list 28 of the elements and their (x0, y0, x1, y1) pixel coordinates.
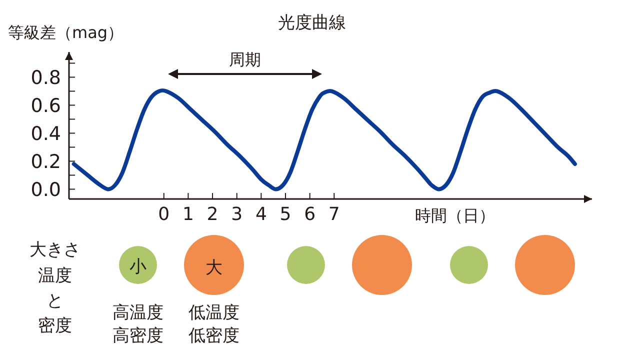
text: 低温度 (188, 303, 240, 323)
y-tick-label: 0.2 (30, 151, 61, 174)
x-tick-label: 0 (158, 204, 170, 225)
y-tick-label: 0.8 (30, 67, 61, 90)
text: と (46, 291, 64, 311)
text: 温度 (38, 266, 72, 286)
text: 高温度 (112, 303, 164, 323)
x-tick-label: 2 (206, 204, 218, 225)
x-tick-label: 7 (328, 204, 340, 225)
x-axis-title: 時間（日） (415, 206, 495, 225)
y-axis-title: 等級差（mag） (8, 23, 124, 42)
y-tick-label: 0.0 (30, 179, 61, 202)
x-tick-label: 5 (280, 204, 292, 225)
text: 小 (130, 257, 146, 277)
text: 大きさ (30, 240, 80, 260)
chart-title: 光度曲線 (278, 13, 346, 33)
y-tick-label: 0.6 (30, 95, 61, 118)
text: 高密度 (112, 326, 164, 346)
x-tick-label: 6 (304, 204, 316, 225)
annotation: 周期 (229, 50, 261, 69)
text: 大 (206, 258, 222, 278)
x-tick-label: 4 (255, 204, 267, 225)
y-tick-label: 0.4 (30, 123, 61, 146)
line-series (72, 88, 577, 192)
x-tick-label: 1 (182, 204, 194, 225)
text: 密度 (38, 316, 72, 336)
text: 低密度 (188, 326, 240, 346)
x-tick-label: 3 (231, 204, 243, 225)
